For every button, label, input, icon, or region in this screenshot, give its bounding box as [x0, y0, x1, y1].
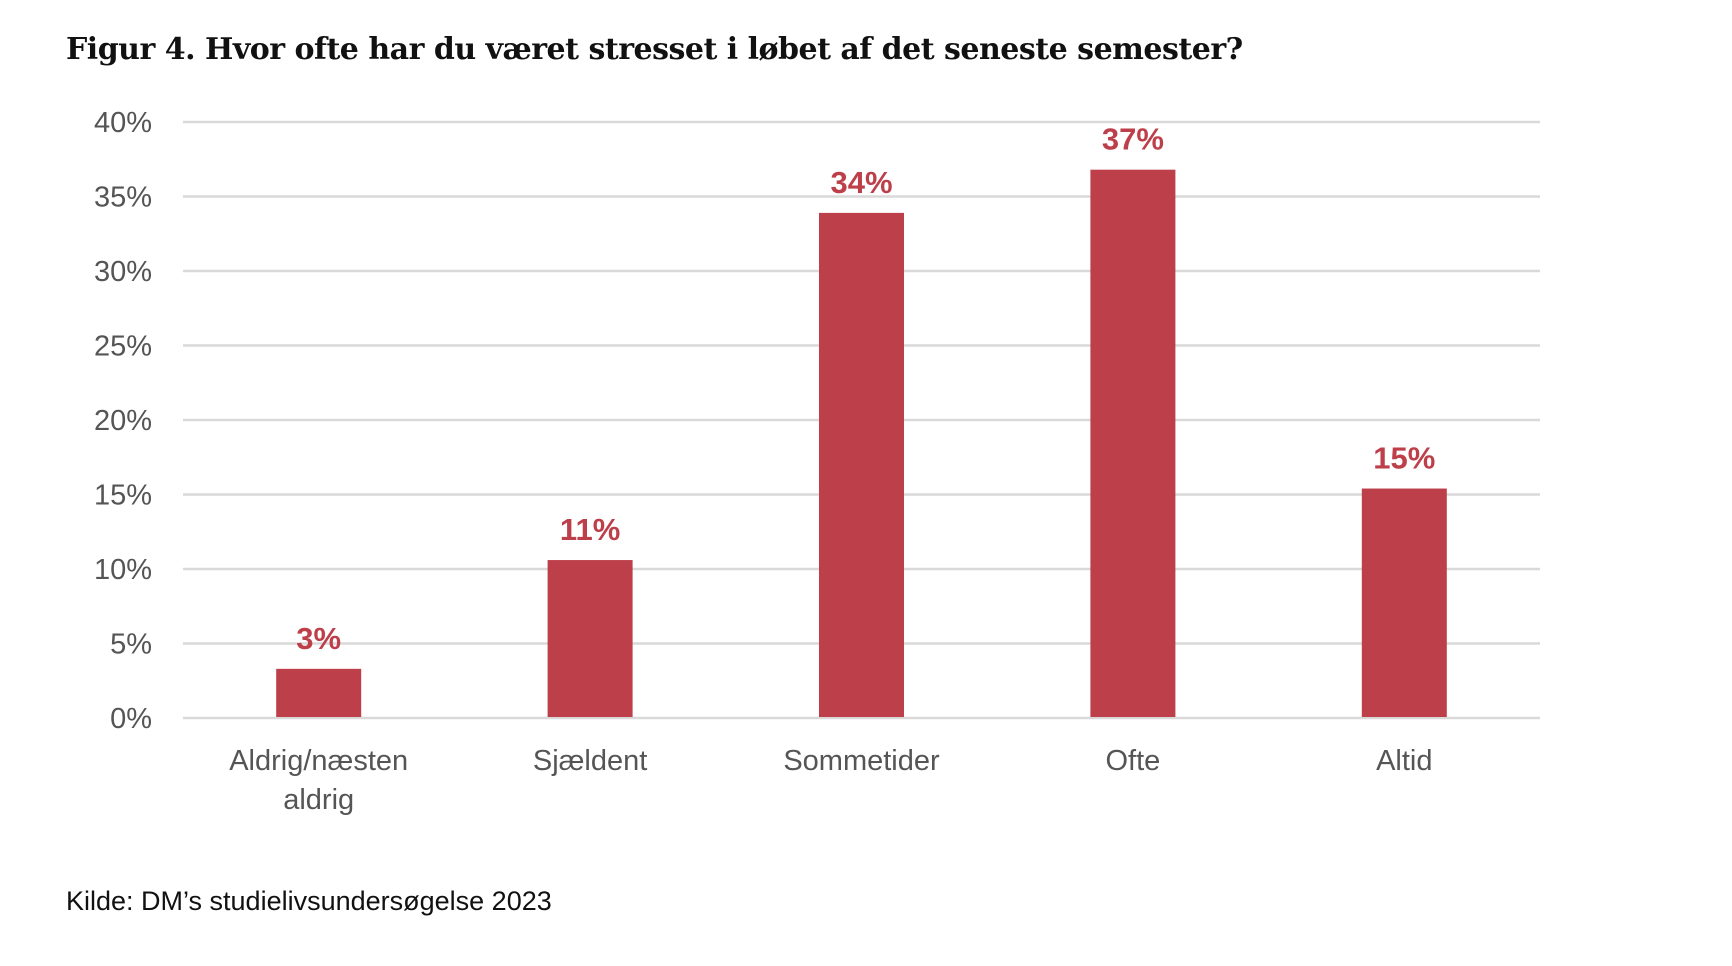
data-label: 3% — [296, 621, 341, 656]
x-tick-label: Sjældent — [533, 745, 647, 777]
y-tick-label: 5% — [110, 629, 152, 661]
bar — [1090, 169, 1176, 717]
y-tick-label: 0% — [110, 703, 152, 735]
source-note: Kilde: DM’s studielivsundersøgelse 2023 — [66, 886, 552, 916]
bar — [276, 668, 362, 717]
data-label: 37% — [1102, 122, 1164, 157]
x-tick-label: aldrig — [283, 784, 354, 816]
x-tick-label: Altid — [1376, 745, 1432, 777]
bar — [819, 212, 904, 717]
x-tick-label: Ofte — [1105, 745, 1160, 777]
data-label: 11% — [560, 512, 620, 547]
bar — [547, 560, 633, 717]
y-tick-label: 25% — [94, 331, 152, 363]
y-tick-label: 35% — [94, 182, 152, 214]
y-tick-label: 30% — [94, 256, 152, 288]
x-tick-label: Sommetider — [783, 745, 940, 777]
y-tick-label: 40% — [94, 107, 152, 139]
data-label: 34% — [830, 165, 892, 200]
chart-title: Figur 4. Hvor ofte har du været stresset… — [66, 32, 1243, 67]
y-tick-label: 15% — [94, 480, 152, 512]
y-tick-label: 20% — [94, 405, 152, 437]
y-tick-label: 10% — [94, 554, 152, 586]
bar — [1361, 488, 1447, 717]
x-tick-label: Aldrig/næsten — [229, 745, 408, 777]
data-label: 15% — [1373, 441, 1435, 476]
